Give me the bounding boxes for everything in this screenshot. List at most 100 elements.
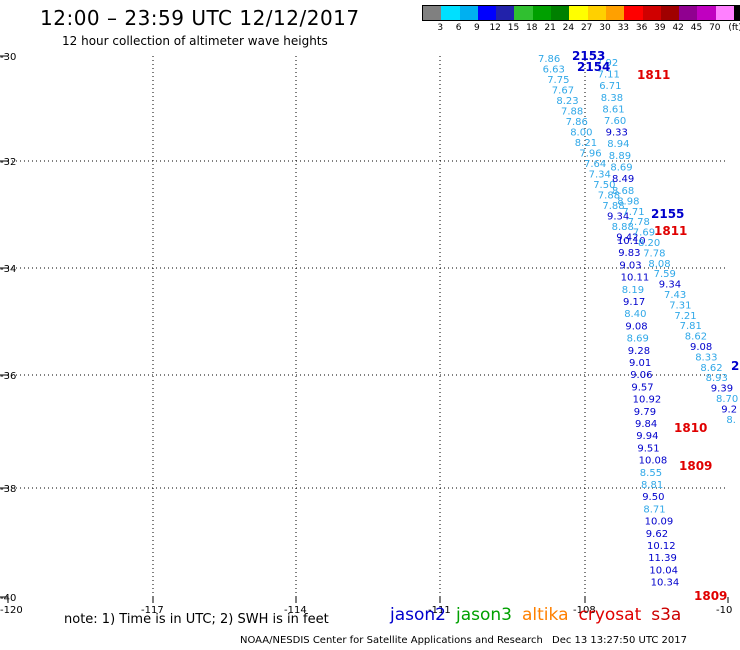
wave-height-value: 11.39: [648, 553, 677, 564]
wave-height-value: 8.62: [700, 363, 722, 374]
track-a-values: 7.866.637.757.678.237.887.868.008.217.96…: [538, 54, 679, 589]
wave-height-value: 8.20: [638, 238, 660, 249]
wave-height-value: 7.88: [602, 201, 624, 212]
pass-time-label: 2154: [577, 60, 610, 74]
wave-height-value: 9.2: [721, 404, 737, 415]
lon-label: -108: [573, 605, 596, 616]
wave-height-value: 7.71: [622, 207, 644, 218]
wave-height-value: 8.40: [624, 309, 646, 320]
wave-height-value: 7.86: [538, 54, 560, 65]
mission-cryosat: cryosat: [578, 605, 642, 625]
lon-label: -120: [0, 605, 23, 616]
lat-label: -30: [0, 52, 16, 63]
track-b-values: 7.927.116.718.388.617.609.338.948.898.69…: [596, 58, 738, 426]
wave-height-value: 8.61: [602, 104, 624, 115]
mission-s3a: s3a: [651, 605, 682, 625]
legend-swatch: [587, 6, 606, 20]
legend-label: 33: [617, 23, 630, 33]
wave-height-value: 7.31: [669, 300, 691, 311]
wave-height-value: 8.71: [643, 504, 665, 515]
legend-label: 6: [455, 23, 462, 33]
wave-height-value: 9.50: [642, 492, 664, 503]
lat-label: -34: [0, 264, 16, 275]
legend-label: 3: [437, 23, 444, 33]
wave-height-value: 7.96: [579, 149, 601, 160]
legend-label: (ft): [728, 23, 740, 33]
page-title: 12:00 – 23:59 UTC 12/12/2017: [40, 6, 360, 30]
wave-height-value: 7.43: [664, 290, 686, 301]
legend-label: 27: [580, 23, 593, 33]
legend-label: 12: [489, 23, 501, 33]
pass-time-label: 1809: [694, 589, 727, 603]
legend-label: 70: [709, 23, 721, 33]
wave-height-value: 8.81: [641, 480, 663, 491]
wave-height-value: 7.81: [680, 321, 702, 332]
mission-jason3: jason3: [456, 605, 512, 625]
wave-height-value: 9.42: [616, 233, 638, 244]
wave-height-value: 9.62: [646, 529, 668, 540]
lat-label: -40: [0, 593, 16, 604]
legend-swatch: [496, 6, 515, 20]
mission-legend: jason2 jason3 altika cryosat s3a: [390, 605, 691, 625]
legend-swatch: [514, 6, 533, 20]
wave-height-value: 8.94: [607, 139, 629, 150]
wave-height-value: 8.38: [601, 93, 623, 104]
wave-height-value: 8.89: [609, 151, 631, 162]
wave-height-value: 9.34: [607, 212, 629, 223]
lon-label: -10: [716, 605, 732, 616]
legend-swatch: [715, 6, 735, 20]
wave-height-value: 7.78: [643, 248, 665, 259]
wave-height-value: 9.57: [631, 382, 653, 393]
legend-swatch: [624, 6, 643, 20]
wave-height-value: 7.59: [654, 269, 676, 280]
wave-height-value: 9.08: [625, 321, 647, 332]
legend-swatches: [422, 5, 740, 21]
mission-jason2: jason2: [390, 605, 446, 625]
legend-swatch: [532, 6, 552, 20]
wave-height-value: 10.11: [621, 273, 650, 284]
wave-height-value: 10.04: [649, 565, 678, 576]
wave-height-value: 9.08: [690, 342, 712, 353]
legend-swatch: [459, 6, 478, 20]
wave-height-value: 9.01: [629, 358, 651, 369]
wave-height-value: 7.21: [674, 311, 696, 322]
legend-label: 15: [507, 23, 520, 33]
legend-label: 18: [526, 23, 538, 33]
wave-height-value: 8.49: [612, 174, 634, 185]
wave-height-value: 8.19: [622, 285, 644, 296]
legend-swatch: [697, 6, 716, 20]
wave-height-value: 8.62: [685, 332, 707, 343]
wave-height-value: 8.55: [640, 468, 662, 479]
legend-label: 9: [474, 23, 480, 33]
wave-height-value: 9.03: [619, 260, 641, 271]
wave-height-value: 7.69: [633, 228, 655, 239]
legend-label: 39: [654, 23, 666, 33]
legend-swatch: [605, 6, 625, 20]
wave-height-value: 9.34: [659, 280, 681, 291]
wave-height-value: 9.28: [628, 346, 650, 357]
wave-height-value: 9.83: [618, 248, 640, 259]
wave-height-value: 10.08: [639, 456, 668, 467]
wave-height-value: 8.21: [575, 138, 597, 149]
wave-height-value: 10.10: [617, 236, 646, 247]
pass-time-label: 1811: [654, 224, 687, 238]
wave-height-value: 8.69: [627, 334, 649, 345]
lat-label: -38: [0, 484, 16, 495]
wave-height-value: 7.88: [598, 191, 620, 202]
footnote: note: 1) Time is in UTC; 2) SWH is in fe…: [64, 612, 329, 627]
wave-height-value: 8.08: [648, 259, 670, 270]
lon-label: -117: [141, 605, 164, 616]
wave-height-value: 7.78: [628, 217, 650, 228]
wave-height-value: 9.17: [623, 297, 645, 308]
legend-swatch: [477, 6, 497, 20]
page-subtitle: 12 hour collection of altimeter wave hei…: [62, 34, 328, 48]
pass-time-label: 1810: [674, 421, 707, 435]
wave-height-value: 8.00: [570, 128, 592, 139]
wave-height-value: 8.88: [612, 222, 634, 233]
legend-swatch: [660, 6, 680, 20]
wave-height-value: 8.23: [556, 96, 578, 107]
wave-height-value: 8.70: [716, 394, 738, 405]
wave-height-value: 9.33: [606, 128, 628, 139]
